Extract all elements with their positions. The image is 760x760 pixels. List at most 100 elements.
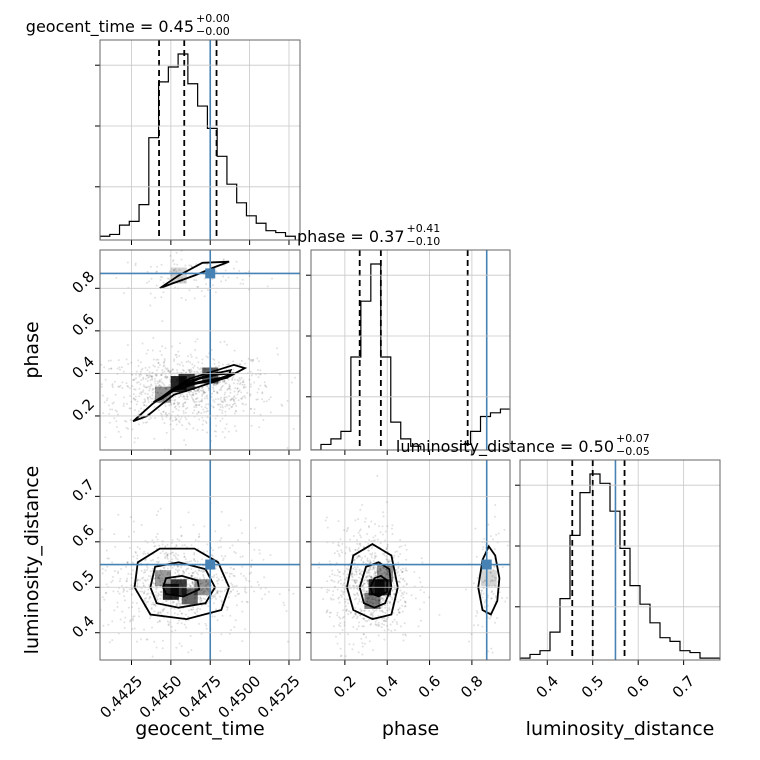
scatter-point [228, 575, 231, 578]
scatter-point [177, 402, 180, 405]
scatter-point [339, 617, 342, 620]
scatter-point [250, 559, 253, 562]
scatter-point [156, 577, 159, 580]
scatter-point [182, 412, 185, 415]
scatter-point [200, 389, 203, 392]
scatter-point [402, 633, 405, 636]
scatter-point [172, 551, 175, 554]
scatter-point [217, 578, 220, 581]
scatter-point [178, 602, 181, 605]
scatter-point [97, 567, 99, 569]
scatter-point [257, 388, 260, 391]
scatter-point [206, 416, 209, 419]
scatter-point [382, 619, 385, 622]
scatter-point [278, 373, 281, 376]
scatter-point [405, 592, 408, 595]
scatter-point [369, 562, 372, 565]
scatter-point [110, 367, 113, 370]
scatter-point [142, 401, 145, 404]
scatter-point [206, 588, 209, 591]
scatter-point [108, 412, 111, 415]
scatter-point [154, 585, 157, 588]
scatter-point [150, 375, 153, 378]
scatter-point [155, 576, 158, 579]
scatter-point [227, 363, 230, 366]
scatter-point [353, 559, 356, 562]
scatter-point [384, 596, 387, 599]
scatter-point [159, 584, 162, 587]
scatter-point [393, 584, 396, 587]
scatter-point [373, 609, 376, 612]
x-tick-label: 0.6 [415, 672, 445, 702]
scatter-point [162, 608, 165, 611]
scatter-point [148, 371, 151, 374]
scatter-point [172, 368, 175, 371]
scatter-point [131, 627, 134, 630]
scatter-point [360, 570, 363, 573]
scatter-point [190, 568, 193, 571]
scatter-point [476, 612, 479, 615]
scatter-point [176, 363, 179, 366]
scatter-point [211, 594, 214, 597]
scatter-point [125, 580, 128, 583]
scatter-point [136, 640, 139, 643]
scatter-point [384, 573, 387, 576]
scatter-point [236, 387, 239, 390]
scatter-point [114, 409, 117, 412]
scatter-point [210, 396, 213, 399]
scatter-point [308, 610, 310, 612]
scatter-point [182, 405, 185, 408]
scatter-point [175, 407, 178, 410]
scatter-point [203, 391, 206, 394]
scatter-point [147, 588, 150, 591]
scatter-point [166, 376, 169, 379]
scatter-point [399, 553, 402, 556]
scatter-point [224, 398, 227, 401]
scatter-point [219, 398, 222, 401]
scatter-point [358, 576, 361, 579]
scatter-point [160, 590, 163, 593]
scatter-point [162, 410, 165, 413]
scatter-point [210, 597, 213, 600]
scatter-point [375, 569, 378, 572]
scatter-point [366, 579, 369, 582]
scatter-point [398, 546, 401, 549]
scatter-point [213, 615, 216, 618]
scatter-point [125, 420, 128, 423]
scatter-point [346, 598, 349, 601]
scatter-point [167, 370, 170, 373]
scatter-point [211, 392, 214, 395]
scatter-point [174, 286, 177, 289]
scatter-point [221, 404, 224, 407]
scatter-point [362, 625, 365, 628]
scatter-point [388, 559, 391, 562]
scatter-point [170, 399, 173, 402]
scatter-point [242, 282, 245, 285]
scatter-point [161, 418, 164, 421]
scatter-point [141, 590, 144, 593]
scatter-point [491, 590, 494, 593]
scatter-point [103, 401, 106, 404]
scatter-point [126, 344, 129, 347]
scatter-point [267, 590, 270, 593]
scatter-point [329, 597, 332, 600]
scatter-point [121, 366, 124, 369]
scatter-point [199, 608, 202, 611]
scatter-point [356, 592, 359, 595]
scatter-point [355, 557, 358, 560]
scatter-point [260, 597, 263, 600]
scatter-point [233, 390, 236, 393]
scatter-point [160, 412, 163, 415]
scatter-point [153, 640, 156, 643]
scatter-point [232, 382, 235, 385]
scatter-point [192, 393, 195, 396]
scatter-point [194, 560, 197, 563]
scatter-point [338, 555, 341, 558]
scatter-point [174, 419, 177, 422]
scatter-point [379, 531, 382, 534]
scatter-point [238, 383, 241, 386]
scatter-point [222, 557, 225, 560]
scatter-point [423, 591, 426, 594]
scatter-point [494, 503, 497, 506]
scatter-point [206, 594, 209, 597]
